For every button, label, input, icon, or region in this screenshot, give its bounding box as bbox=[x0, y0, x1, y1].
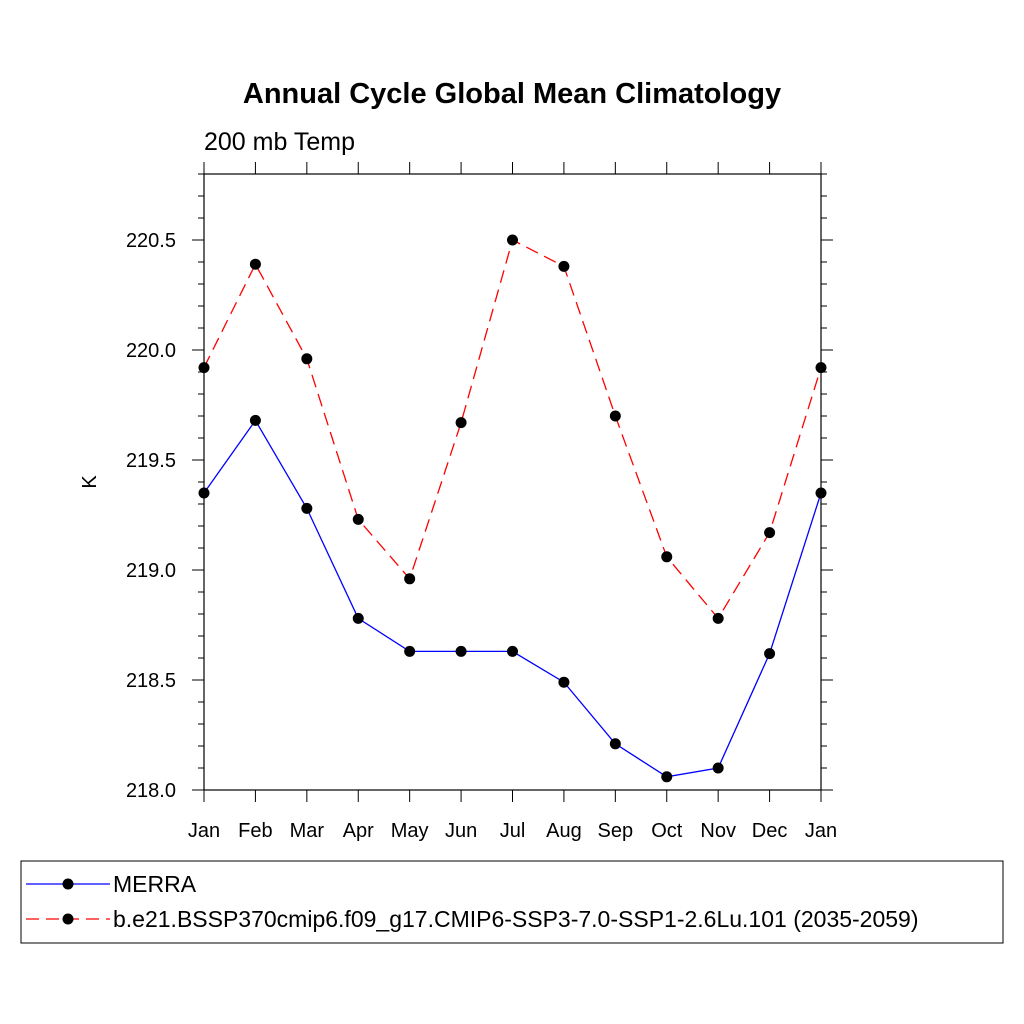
data-point bbox=[301, 502, 313, 514]
y-tick-label: 218.0 bbox=[126, 780, 176, 802]
y-tick-label: 220.0 bbox=[126, 340, 176, 362]
data-point bbox=[764, 648, 776, 660]
legend-marker bbox=[62, 878, 74, 890]
legend-item: MERRA bbox=[26, 871, 197, 897]
legend: MERRA b.e21.BSSP370cmip6.f09_g17.CMIP6-SS… bbox=[26, 871, 919, 932]
data-point bbox=[198, 362, 210, 374]
x-tick-label: Jan bbox=[805, 820, 837, 842]
data-point bbox=[352, 513, 364, 525]
data-point bbox=[609, 738, 621, 750]
x-tick-label: Nov bbox=[700, 820, 736, 842]
x-tick-label: Mar bbox=[290, 820, 325, 842]
series-1 bbox=[198, 414, 827, 783]
x-tick-labels: Jan Feb Mar Apr May Jun Jul Aug Sep Oct Nov Dec Jan bbox=[188, 820, 837, 842]
data-point bbox=[661, 551, 673, 563]
legend-label: b.e21.BSSP370cmip6.f09_g17.CMIP6-SSP3-7.… bbox=[113, 906, 919, 932]
series-line bbox=[203, 239, 822, 620]
data-point bbox=[712, 612, 724, 624]
data-point bbox=[815, 487, 827, 499]
x-tick-label: Aug bbox=[546, 820, 582, 842]
x-tick-label: Jul bbox=[500, 820, 526, 842]
y-tick-label: 219.0 bbox=[126, 560, 176, 582]
data-point bbox=[558, 676, 570, 688]
data-point bbox=[815, 362, 827, 374]
y-axis-label: K bbox=[79, 475, 101, 489]
legend-label: MERRA bbox=[113, 871, 197, 897]
y-tick-labels: 218.0 218.5 219.0 219.5 220.0 220.5 bbox=[126, 230, 176, 802]
data-point bbox=[609, 410, 621, 422]
x-tick-label: Apr bbox=[343, 820, 374, 842]
data-point bbox=[198, 487, 210, 499]
data-point bbox=[507, 234, 518, 246]
x-tick-label: May bbox=[391, 820, 429, 842]
data-point bbox=[404, 645, 416, 657]
tick-marks bbox=[192, 162, 833, 802]
data-point bbox=[558, 260, 570, 272]
legend-marker bbox=[62, 913, 74, 925]
data-point bbox=[712, 762, 724, 774]
y-tick-label: 218.5 bbox=[126, 670, 176, 692]
data-point bbox=[764, 527, 776, 539]
data-point bbox=[455, 417, 467, 429]
data-point bbox=[249, 258, 261, 270]
x-tick-label: Jan bbox=[188, 820, 220, 842]
x-tick-label: Jun bbox=[445, 820, 477, 842]
data-point bbox=[249, 414, 261, 426]
chart-subtitle: 200 mb Temp bbox=[204, 128, 355, 156]
series-line bbox=[203, 419, 822, 778]
series-group bbox=[198, 234, 827, 783]
data-point bbox=[352, 612, 364, 624]
chart-title: Annual Cycle Global Mean Climatology bbox=[243, 78, 781, 110]
x-tick-label: Sep bbox=[598, 820, 634, 842]
x-tick-label: Oct bbox=[651, 820, 683, 842]
data-point bbox=[661, 771, 673, 783]
data-point bbox=[404, 573, 416, 585]
legend-box bbox=[20, 860, 1004, 944]
plot-frame bbox=[203, 173, 822, 791]
series-2 bbox=[198, 234, 827, 624]
data-point bbox=[507, 645, 518, 657]
y-tick-label: 219.5 bbox=[126, 450, 176, 472]
x-tick-label: Feb bbox=[238, 820, 272, 842]
data-point bbox=[455, 645, 467, 657]
y-tick-label: 220.5 bbox=[126, 230, 176, 252]
legend-item: b.e21.BSSP370cmip6.f09_g17.CMIP6-SSP3-7.… bbox=[26, 906, 919, 932]
data-point bbox=[301, 353, 313, 365]
x-tick-label: Dec bbox=[752, 820, 788, 842]
